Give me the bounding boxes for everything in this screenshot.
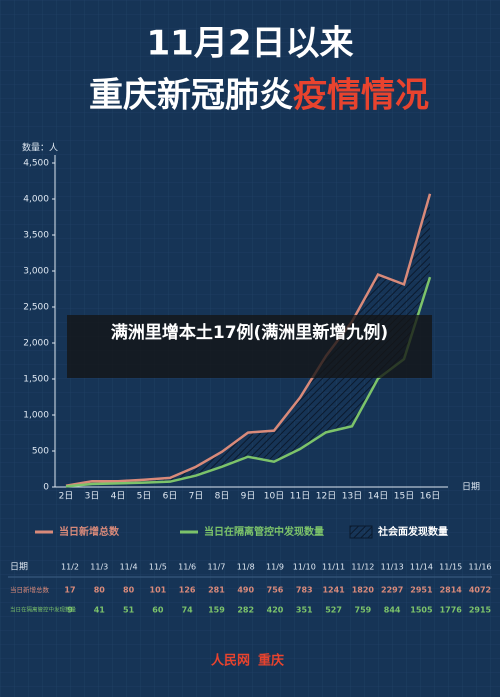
table-value: 756 bbox=[267, 586, 284, 595]
table-date: 11/10 bbox=[293, 563, 316, 572]
table-date: 11/5 bbox=[149, 563, 167, 572]
legend-label: 当日在隔离管控中发现数量 bbox=[204, 525, 324, 538]
table-value: 17 bbox=[64, 586, 75, 595]
table-date: 11/16 bbox=[468, 563, 491, 572]
table-value: 2951 bbox=[410, 586, 433, 595]
y-tick-label: 0 bbox=[43, 483, 49, 493]
footer-logo: 重庆 bbox=[258, 653, 284, 669]
y-label: 数量：人 bbox=[22, 142, 58, 154]
subtitle: 重庆新冠肺炎 bbox=[89, 76, 293, 116]
table-date: 11/7 bbox=[207, 563, 225, 572]
table-date: 11/9 bbox=[266, 563, 284, 572]
x-tick-label: 10日 bbox=[264, 491, 284, 502]
table-value: 101 bbox=[150, 586, 167, 595]
table-value: 80 bbox=[94, 586, 106, 595]
legend-swatch bbox=[349, 525, 373, 539]
y-tick-label: 3,000 bbox=[23, 267, 49, 277]
legend-label: 当日新增总数 bbox=[59, 525, 120, 538]
table-value: 80 bbox=[123, 586, 135, 595]
table-date: 11/14 bbox=[410, 563, 433, 572]
table-value: 74 bbox=[182, 606, 194, 615]
table-value: 41 bbox=[94, 606, 106, 615]
y-tick-label: 500 bbox=[32, 447, 49, 457]
x-tick-label: 4日 bbox=[111, 491, 126, 502]
table-date: 11/12 bbox=[351, 563, 374, 572]
table-value: 2297 bbox=[381, 586, 403, 595]
table-value: 351 bbox=[296, 606, 313, 615]
footer-logo: 人民网 bbox=[211, 653, 250, 669]
overlay-caption: 满洲里增本土17例(满洲里新增九例) bbox=[67, 315, 432, 378]
table-value: 126 bbox=[179, 586, 196, 595]
table-date: 11/3 bbox=[90, 563, 108, 572]
table-date: 11/2 bbox=[61, 563, 79, 572]
x-tick-label: 12日 bbox=[316, 491, 336, 502]
table-value: 759 bbox=[355, 606, 372, 615]
table-value: 1776 bbox=[440, 606, 463, 615]
legend-label: 社会面发现数量 bbox=[377, 525, 448, 538]
table-value: 9 bbox=[67, 606, 73, 615]
x-tick-label: 3日 bbox=[85, 491, 100, 502]
x-tick-label: 11日 bbox=[290, 491, 310, 502]
x-label: 日期 bbox=[462, 482, 480, 493]
table-date: 11/11 bbox=[322, 563, 345, 572]
table-value: 1820 bbox=[352, 586, 375, 595]
table-value: 783 bbox=[296, 586, 313, 595]
title: 11月2日以来 bbox=[147, 24, 354, 64]
line bbox=[65, 276, 432, 488]
table-value: 51 bbox=[123, 606, 135, 615]
table-value: 420 bbox=[267, 606, 284, 615]
table-date: 11/15 bbox=[439, 563, 462, 572]
y-tick-label: 4,000 bbox=[23, 195, 49, 205]
y-tick-label: 1,500 bbox=[23, 375, 49, 385]
table-value: 844 bbox=[384, 606, 401, 615]
x-tick-label: 15日 bbox=[394, 491, 414, 502]
table-value: 1505 bbox=[410, 606, 433, 615]
table-value: 159 bbox=[208, 606, 225, 615]
table-date: 11/6 bbox=[178, 563, 196, 572]
y-tick-label: 3,500 bbox=[23, 231, 49, 241]
x-tick-label: 2日 bbox=[59, 491, 74, 502]
table-row-label: 当日在隔离管控中发现数量 bbox=[10, 606, 77, 614]
x-tick-label: 16日 bbox=[420, 491, 440, 502]
table-date: 11/4 bbox=[120, 563, 138, 572]
table-value: 4072 bbox=[469, 586, 491, 595]
table-value: 282 bbox=[237, 606, 254, 615]
table-value: 1241 bbox=[322, 586, 345, 595]
table-value: 2915 bbox=[469, 606, 492, 615]
table-value: 490 bbox=[237, 586, 254, 595]
y-tick-label: 4,500 bbox=[23, 159, 49, 169]
x-tick-label: 13日 bbox=[342, 491, 362, 502]
x-tick-label: 9日 bbox=[241, 491, 256, 502]
table-value: 2814 bbox=[440, 586, 463, 595]
table-value: 527 bbox=[325, 606, 342, 615]
x-tick-label: 5日 bbox=[137, 491, 152, 502]
x-tick-label: 14日 bbox=[368, 491, 388, 502]
line bbox=[65, 193, 432, 488]
subtitle-highlight: 疫情情况 bbox=[293, 76, 429, 116]
x-tick-label: 6日 bbox=[163, 491, 178, 502]
y-tick-label: 2,000 bbox=[23, 339, 49, 349]
table-value: 281 bbox=[208, 586, 225, 595]
table-date: 11/8 bbox=[237, 563, 255, 572]
x-tick-label: 8日 bbox=[215, 491, 230, 502]
table-date: 11/13 bbox=[381, 563, 404, 572]
y-tick-label: 1,000 bbox=[23, 411, 49, 421]
table-row-label: 当日新增总数 bbox=[10, 585, 50, 594]
table-value: 60 bbox=[152, 606, 164, 615]
x-tick-label: 7日 bbox=[189, 491, 204, 502]
hatched-area bbox=[66, 193, 430, 487]
table-header: 日期 bbox=[10, 562, 28, 573]
y-tick-label: 2,500 bbox=[23, 303, 49, 313]
